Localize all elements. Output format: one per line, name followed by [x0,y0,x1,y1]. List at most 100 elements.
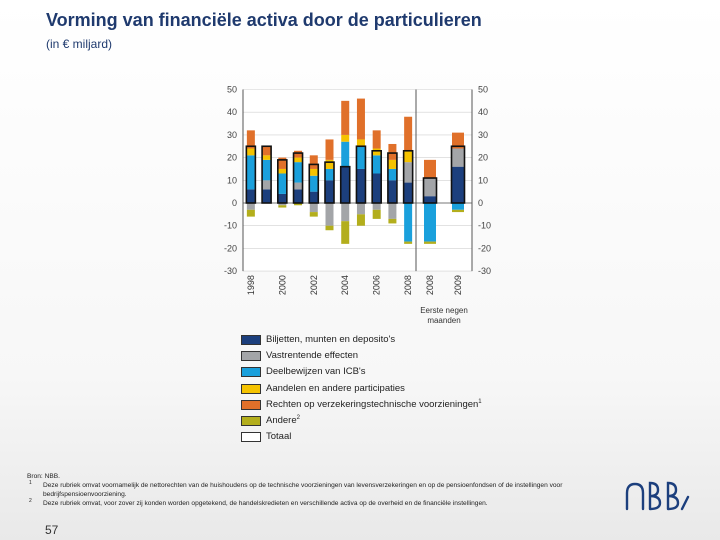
bar-segment-rechten [388,143,397,160]
y-tick-label-left: -10 [224,221,237,231]
bar-segment-aandelen [325,159,334,169]
bar-segment-deelbewijzen [325,168,334,181]
bar-segment-biljetten [341,166,350,203]
footnote-2-text: Deze rubriek omvat, voor zover zij konde… [43,500,488,507]
bar-segment-andere [294,203,303,206]
bar-segment-aandelen [372,148,381,156]
y-tick-label-right: 40 [478,107,488,117]
bar-total-outline [339,165,351,204]
bar-segment-rechten [246,130,255,149]
legend-footnote-mark: 1 [478,398,482,405]
bar-segment-rechten [325,139,334,160]
bar-total-outline [450,145,466,204]
y-tick-label-left: 40 [227,107,237,117]
bar-segment-andere [309,212,318,217]
y-tick-label-right: 30 [478,130,488,140]
footnote-1: 1 Deze rubriek omvat voornamelijk de net… [27,480,617,499]
legend-swatch [241,399,261,410]
y-tick-label-left: 10 [227,175,237,185]
bar-segment-biljetten [356,168,365,203]
y-tick-label-right: 20 [478,153,488,163]
bar-segment-rechten [372,130,381,149]
page-number: 57 [45,523,59,537]
y-tick-label-right: 50 [478,85,488,95]
bar-segment-biljetten [278,193,287,203]
bar-segment-vastrentend [452,148,464,167]
bar-segment-rechten [356,98,365,140]
bar-total-outline [292,152,304,204]
stacked-bar-chart: -30 -30 -20 -20 -10 -10 0 0 10 10 20 20 30 30 40 40 50 50… [224,85,491,326]
bar-segment-deelbewijzen [372,155,381,174]
footnote-2: 2 Deze rubriek omvat, voor zover zij kon… [27,498,617,508]
bar-segment-biljetten [309,191,318,203]
bar-segment-rechten [424,159,436,179]
bar-total-outline [371,149,382,204]
bar-segment-aandelen [246,148,255,156]
bar-segment-biljetten [294,189,303,203]
bar-segment-vastrentend [424,178,436,197]
bar-segment-aandelen [278,168,287,174]
y-tick-label-left: 30 [227,130,237,140]
legend-swatch [241,367,261,378]
y-tick-label-right: 10 [478,175,488,185]
bar-segment-deelbewijzen [294,162,303,183]
legend-swatch [241,383,261,394]
footnotes: Bron: NBB. 1 Deze rubriek omvat voorname… [27,472,617,508]
bar-segment-aandelen [356,139,365,147]
page-subtitle: (in € miljard) [46,37,113,51]
bar-total-outline [387,152,398,204]
bar-segment-biljetten [388,180,397,203]
y-tick-label-left: -20 [224,243,237,253]
bar-segment-rechten [262,146,271,156]
legend-swatch [241,416,261,426]
bar-segment-aandelen [388,159,397,169]
bar-segment-vastrentend [356,203,365,215]
footnote-2-mark: 2 [29,498,32,504]
legend-swatch [241,351,261,362]
bar-segment-biljetten [372,173,381,203]
footnote-1-mark: 1 [29,480,32,486]
bar-segment-andere [278,205,287,208]
bar-segment-vastrentend [262,180,271,190]
bar-segment-rechten [452,132,464,149]
x-tick-label: 2008 [425,275,435,295]
footnote-1-text: Deze rubriek omvat voornamelijk de netto… [43,482,563,498]
bar-segment-andere [452,209,464,213]
legend-footnote-mark: 2 [296,415,300,421]
bar-segment-andere [341,221,350,244]
y-tick-label-left: 50 [227,85,237,95]
bar-segment-vastrentend [325,203,334,226]
bar-segment-andere [246,209,255,217]
bar-segment-andere [356,214,365,226]
bar-segment-biljetten [262,189,271,203]
bar-total-outline [422,177,438,204]
y-tick-label-left: 20 [227,153,237,163]
source-note: Bron: NBB. [27,473,60,480]
bar-segment-vastrentend [388,203,397,219]
legend-label: Totaal [266,431,292,443]
nine-month-caption: Eerste negen [420,306,468,315]
x-tick-label: 2002 [309,275,319,295]
x-tick-label: 2000 [277,275,287,295]
bar-segment-rechten [309,155,318,169]
bar-segment-aandelen [341,134,350,142]
bar-segment-biljetten [452,166,464,203]
bar-segment-andere [388,218,397,224]
legend-label: Vastrentende effecten [266,350,359,362]
bar-segment-deelbewijzen [424,203,436,242]
bar-segment-rechten [404,116,413,151]
bar-segment-aandelen [309,168,318,176]
bar-segment-deelbewijzen [388,168,397,181]
bar-total-outline [308,163,320,204]
bar-segment-vastrentend [246,203,255,210]
legend-swatch [241,335,261,345]
y-tick-label-left: 0 [232,198,237,208]
bar-segment-vastrentend [341,203,350,222]
bar-total-outline [324,161,335,204]
bar-segment-deelbewijzen [356,146,365,169]
bar-total-outline [402,149,414,204]
bar-segment-andere [325,225,334,231]
legend-label: Biljetten, munten en deposito's [266,334,396,345]
bar-segment-aandelen [404,150,413,163]
bar-segment-deelbewijzen [452,203,464,210]
